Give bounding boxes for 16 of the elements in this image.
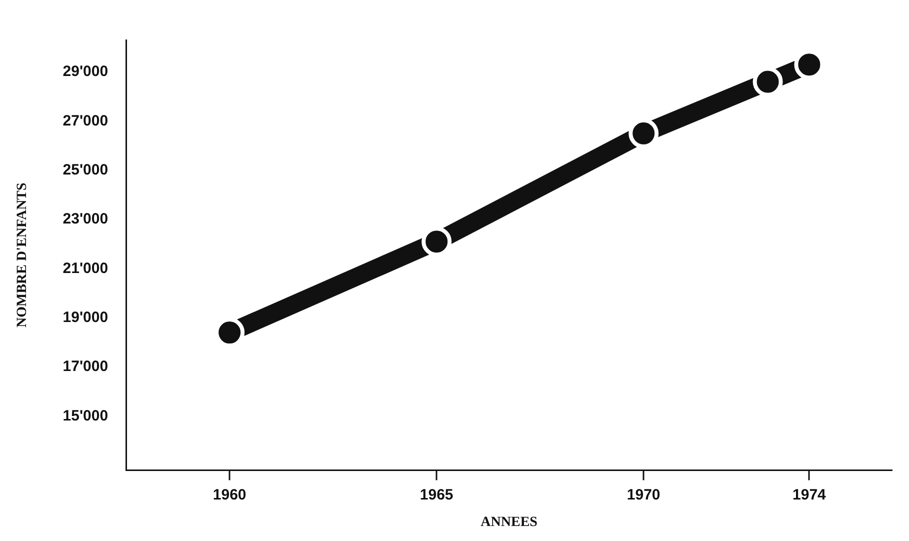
point: [752, 66, 783, 97]
y-axis-title: NOMBRE D'ENFANTS: [15, 182, 30, 328]
y-tick-label: 19'000: [62, 308, 108, 326]
y-tick-label: 15'000: [62, 407, 108, 424]
point: [422, 226, 452, 257]
y-tick-label: 23'000: [62, 210, 108, 228]
y-tick-label: 21'000: [62, 260, 108, 277]
y-tick-label: 25'000: [62, 161, 108, 178]
x-tick-label: 1974: [792, 486, 827, 504]
y-tick-label: 17'000: [62, 358, 108, 376]
y-tick-label: 27'000: [62, 112, 108, 130]
x-tick-label: 1960: [212, 486, 246, 504]
x-axis-title: ANNEES: [480, 515, 538, 530]
y-tick-label: 29'000: [62, 63, 108, 80]
x-tick-label: 1970: [626, 486, 660, 504]
x-tick-label: 1965: [420, 486, 454, 504]
